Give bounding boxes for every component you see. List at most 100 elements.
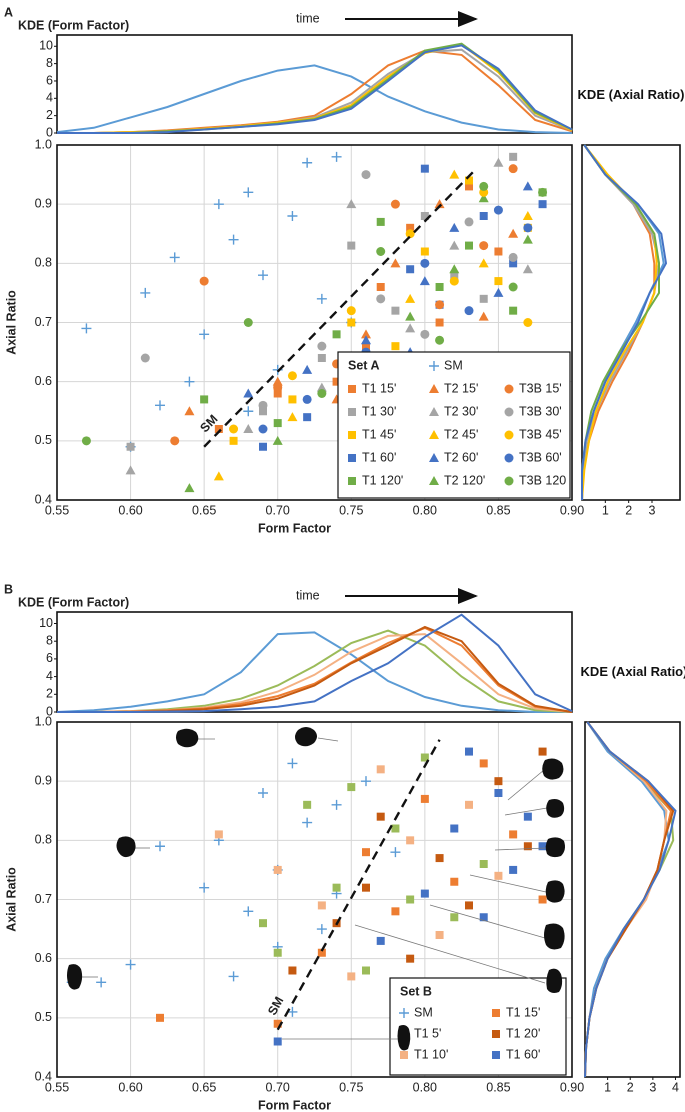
- point: [273, 948, 282, 957]
- point: [509, 865, 518, 874]
- point: [406, 954, 415, 963]
- legend-swatch: [429, 361, 439, 371]
- point: [493, 205, 503, 215]
- point: [479, 913, 488, 922]
- point: [140, 353, 150, 363]
- point: [125, 465, 136, 475]
- kde-title: KDE (Form Factor): [18, 595, 129, 609]
- point: [465, 747, 473, 756]
- leader-line: [469, 874, 547, 893]
- legend-label: SM: [444, 358, 463, 372]
- point: [243, 388, 254, 398]
- legend-title: Set A: [348, 358, 380, 372]
- point: [258, 424, 268, 434]
- particle-silhouette: [397, 1025, 411, 1051]
- point: [258, 400, 268, 410]
- legend-swatch: [429, 476, 439, 485]
- point: [479, 212, 488, 220]
- point: [331, 799, 342, 810]
- point: [435, 283, 444, 291]
- point: [332, 330, 341, 339]
- x-axis-label: Form Factor: [258, 521, 331, 535]
- point: [449, 276, 459, 286]
- legend-swatch: [348, 477, 356, 485]
- point: [302, 364, 313, 374]
- y-tick-label: 0.9: [35, 196, 52, 210]
- point: [405, 323, 416, 333]
- x-tick-label: 0.60: [118, 1080, 142, 1094]
- time-annotation: time: [296, 11, 320, 25]
- y-axis-label: Axial Ratio: [4, 867, 18, 932]
- point: [449, 222, 460, 232]
- point: [522, 181, 533, 191]
- legend-title: Set B: [400, 984, 432, 998]
- point: [316, 382, 327, 392]
- kde-curve: [581, 144, 668, 500]
- point: [420, 164, 429, 173]
- particle-silhouette: [545, 837, 565, 858]
- legend-swatch: [429, 384, 439, 393]
- point: [287, 371, 297, 381]
- point: [435, 931, 444, 939]
- point: [449, 264, 460, 274]
- point: [406, 836, 415, 845]
- trend-line: [203, 167, 478, 448]
- point: [479, 181, 489, 191]
- point: [420, 753, 429, 762]
- x-axis-label: Form Factor: [258, 1098, 331, 1112]
- point: [509, 306, 518, 315]
- x-tick-label: 1: [604, 1080, 611, 1094]
- point: [214, 830, 223, 839]
- particle-silhouette: [67, 964, 83, 990]
- y-tick-label: 4: [46, 91, 53, 105]
- point: [376, 217, 385, 226]
- legend-label: SM: [414, 1005, 433, 1019]
- legend-swatch: [492, 1051, 500, 1059]
- point: [347, 241, 356, 250]
- point: [376, 283, 385, 291]
- point: [391, 306, 400, 315]
- legend-label: T3B 45': [519, 427, 562, 441]
- point: [465, 901, 473, 910]
- legend-label: T1 60': [506, 1047, 540, 1061]
- point: [465, 241, 473, 250]
- point: [317, 341, 327, 351]
- x-tick-label: 0.75: [339, 503, 363, 517]
- point: [273, 1019, 282, 1028]
- x-tick-label: 0.65: [192, 503, 216, 517]
- point: [450, 913, 459, 922]
- point: [376, 936, 385, 945]
- x-tick-label: 0.65: [192, 1080, 216, 1094]
- y-tick-label: 10: [39, 39, 53, 53]
- x-tick-label: 0.85: [486, 503, 510, 517]
- point: [170, 436, 180, 446]
- leader-line: [494, 847, 547, 851]
- point: [303, 800, 312, 809]
- x-tick-label: 0.85: [486, 1080, 510, 1094]
- point: [435, 300, 445, 310]
- point: [479, 759, 488, 768]
- point: [214, 425, 223, 433]
- x-tick-label: 0.90: [560, 503, 584, 517]
- point: [508, 228, 519, 238]
- point: [464, 217, 474, 227]
- point: [272, 376, 283, 386]
- point: [303, 413, 312, 422]
- point: [302, 157, 313, 168]
- legend-swatch: [504, 453, 514, 463]
- point: [390, 199, 400, 209]
- point: [493, 157, 504, 167]
- y-tick-label: 0: [46, 125, 53, 139]
- point: [391, 824, 400, 833]
- kde-curve: [57, 613, 573, 713]
- point: [508, 164, 518, 174]
- point: [126, 442, 135, 451]
- point: [420, 794, 429, 803]
- point: [362, 342, 370, 351]
- kde-curve: [584, 721, 675, 1078]
- x-tick-label: 3: [649, 1080, 656, 1094]
- trend-line: [276, 739, 441, 1031]
- point: [346, 199, 357, 209]
